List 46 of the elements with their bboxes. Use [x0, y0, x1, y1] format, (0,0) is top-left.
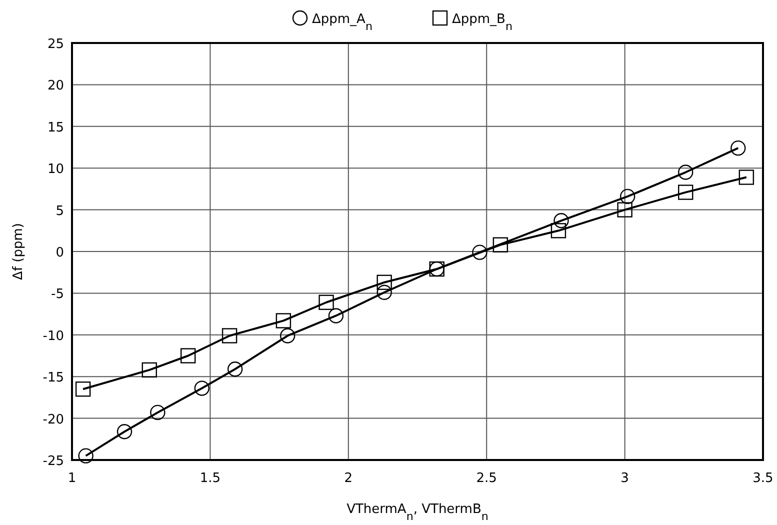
y-tick-label: 20 — [47, 78, 64, 94]
x-tick-label: 3 — [620, 471, 629, 486]
point — [554, 213, 569, 228]
legend-label: Δppm_A$_{n}$ — [312, 12, 372, 32]
point — [492, 237, 508, 252]
x-axis-title: VThermA$_{n}$, VThermB$_{n}$ — [346, 502, 488, 522]
point — [280, 328, 296, 344]
y-tick-label: -25 — [42, 454, 64, 469]
point — [194, 380, 210, 396]
x-tick-label: 2 — [344, 471, 353, 486]
point — [730, 140, 746, 156]
x-tick-label: 1 — [68, 471, 76, 486]
point — [180, 348, 196, 364]
point — [318, 294, 334, 310]
y-tick-label: -5 — [51, 287, 64, 302]
point — [550, 223, 566, 238]
point — [116, 424, 132, 440]
point — [376, 284, 392, 300]
y-tick-label: 25 — [47, 37, 64, 52]
y-tick-label: 0 — [56, 246, 64, 260]
point — [678, 164, 694, 180]
point — [227, 361, 243, 377]
x-tick-label: 2.5 — [476, 471, 497, 486]
point — [142, 362, 157, 378]
point — [617, 202, 632, 218]
point — [620, 188, 636, 204]
y-axis-title: Δf (ppm) — [11, 223, 26, 280]
y-tick-label: -20 — [42, 412, 64, 428]
y-tick-label: 15 — [47, 120, 64, 136]
point — [150, 404, 166, 420]
y-tick-label: 5 — [56, 204, 64, 219]
point — [376, 274, 392, 290]
point — [328, 308, 344, 324]
point — [222, 328, 238, 344]
y-tick-label: 10 — [47, 162, 64, 178]
point — [78, 448, 94, 464]
point — [738, 170, 754, 185]
x-tick-label: 3.5 — [752, 471, 774, 486]
point — [276, 313, 292, 328]
y-tick-label: -10 — [42, 328, 64, 344]
y-tick-label: -15 — [42, 370, 64, 386]
point — [472, 244, 488, 260]
point — [678, 184, 694, 200]
legend-label: Δppm_B$_{n}$ — [452, 12, 512, 32]
x-tick-label: 1.5 — [200, 471, 221, 486]
point — [75, 382, 91, 397]
